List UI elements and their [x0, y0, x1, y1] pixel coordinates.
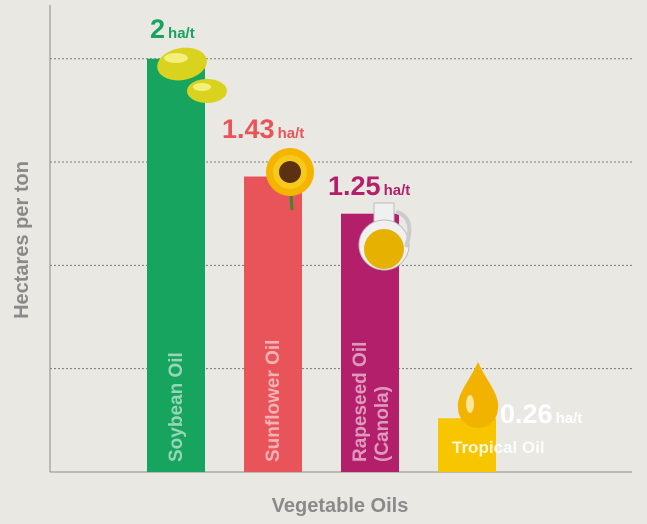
value-label: 1.43	[222, 114, 275, 144]
value-unit: ha/t	[556, 410, 583, 427]
value-unit: ha/t	[168, 25, 195, 42]
value-label: 1.25	[328, 171, 381, 201]
chart: Vegetable Oils Hectares per ton Soybean …	[0, 0, 647, 524]
y-axis-title: Hectares per ton	[11, 161, 33, 319]
value-label: 0.26	[500, 399, 553, 429]
category-label: Tropical Oil	[452, 438, 545, 457]
category-label: Sunflower Oil	[263, 340, 284, 462]
oil-drop-icon	[458, 362, 498, 428]
oil-jug-icon	[359, 203, 409, 270]
value-unit: ha/t	[278, 125, 305, 142]
value-unit: ha/t	[384, 182, 411, 199]
x-axis-title: Vegetable Oils	[272, 495, 409, 517]
value-label: 2	[150, 14, 165, 44]
category-label: Soybean Oil	[166, 352, 187, 462]
